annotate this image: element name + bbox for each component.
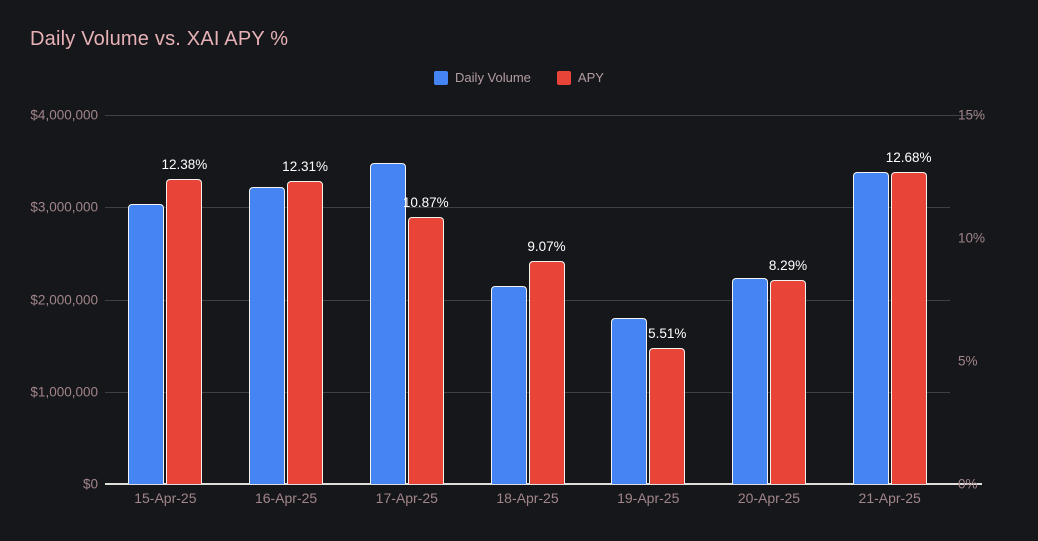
apy-data-label: 10.87% <box>402 194 449 210</box>
bar-daily-volume[interactable] <box>249 186 286 484</box>
x-axis-category-label: 19-Apr-25 <box>617 490 680 506</box>
left-axis-tick-label: $1,000,000 <box>30 384 98 400</box>
bar-apy[interactable] <box>769 280 806 484</box>
left-axis-tick-label: $4,000,000 <box>30 107 98 123</box>
x-axis-category-label: 20-Apr-25 <box>737 490 801 506</box>
gridline <box>105 299 950 301</box>
bar-group: 12.38% <box>105 115 226 484</box>
apy-data-label: 9.07% <box>527 238 566 254</box>
plot-area: 12.38% 12.31% 10.87% 9.07% 5.51% 8.29% 12.68% <box>105 115 982 485</box>
x-axis-category-label: 17-Apr-25 <box>375 490 438 506</box>
bar-groups: 12.38% 12.31% 10.87% 9.07% 5.51% 8.29% 12.68% <box>105 115 950 484</box>
bar-pair <box>226 115 347 484</box>
bar-group: 8.29% <box>709 115 830 484</box>
legend-label-apy: APY <box>577 70 604 85</box>
bar-apy[interactable] <box>287 181 324 484</box>
bar-apy[interactable] <box>166 179 203 484</box>
gridline <box>105 391 950 393</box>
bar-group: 12.68% <box>829 115 950 484</box>
left-axis: $4,000,000 $3,000,000 $2,000,000 $1,000,000… <box>0 108 98 492</box>
legend-item-daily-volume[interactable]: Daily Volume <box>434 70 531 85</box>
legend-label-daily-volume: Daily Volume <box>455 70 531 85</box>
legend-swatch-apy-icon <box>556 70 571 85</box>
left-axis-tick-label: $2,000,000 <box>30 292 98 307</box>
chart-title: Daily Volume vs. XAI APY % <box>30 28 289 50</box>
x-axis-labels: 15-Apr-25 16-Apr-25 17-Apr-25 18-Apr-25 19-A… <box>105 490 950 506</box>
right-axis-tick-label: 5% <box>958 353 978 369</box>
legend: Daily Volume APY <box>0 70 1038 85</box>
x-axis-category-label: 21-Apr-25 <box>858 490 921 506</box>
bar-daily-volume[interactable] <box>852 172 889 484</box>
bar-pair <box>467 115 588 484</box>
bar-group: 10.87% <box>346 115 467 484</box>
apy-data-label: 12.68% <box>885 150 932 166</box>
gridline <box>105 115 982 116</box>
gridline <box>105 207 950 209</box>
bar-group: 12.31% <box>226 115 347 484</box>
bar-daily-volume[interactable] <box>611 317 648 484</box>
bar-apy[interactable] <box>407 216 444 484</box>
bar-pair <box>346 115 467 484</box>
bar-pair <box>829 115 950 484</box>
apy-data-label: 5.51% <box>648 326 687 342</box>
legend-swatch-daily-volume-icon <box>434 70 449 85</box>
bar-daily-volume[interactable] <box>128 203 165 484</box>
bar-daily-volume[interactable] <box>369 162 406 484</box>
x-axis-category-label: 18-Apr-25 <box>496 490 559 506</box>
bar-daily-volume[interactable] <box>490 285 527 484</box>
bar-apy[interactable] <box>528 260 565 484</box>
x-axis-line <box>105 483 982 485</box>
bar-group: 9.07% <box>467 115 588 484</box>
bar-daily-volume[interactable] <box>731 278 768 484</box>
apy-data-label: 8.29% <box>768 258 808 274</box>
bar-apy[interactable] <box>890 172 927 484</box>
left-axis-tick-label: $3,000,000 <box>30 199 98 215</box>
x-axis-category-label: 16-Apr-25 <box>254 490 318 506</box>
x-axis-category-label: 15-Apr-25 <box>134 490 197 506</box>
apy-data-label: 12.38% <box>161 157 208 173</box>
bar-pair <box>588 115 709 484</box>
bar-apy[interactable] <box>649 348 686 484</box>
legend-item-apy[interactable]: APY <box>556 70 604 85</box>
bar-group: 5.51% <box>588 115 709 484</box>
right-axis-tick-label: 0% <box>958 476 978 492</box>
right-axis: 15% 10% 5% 0% <box>958 108 1036 492</box>
bar-pair <box>709 115 830 484</box>
apy-data-label: 12.31% <box>282 159 328 175</box>
right-axis-tick-label: 10% <box>958 230 986 246</box>
right-axis-tick-label: 15% <box>958 107 986 123</box>
bar-pair <box>105 115 226 484</box>
left-axis-tick-label: $0 <box>82 476 98 492</box>
